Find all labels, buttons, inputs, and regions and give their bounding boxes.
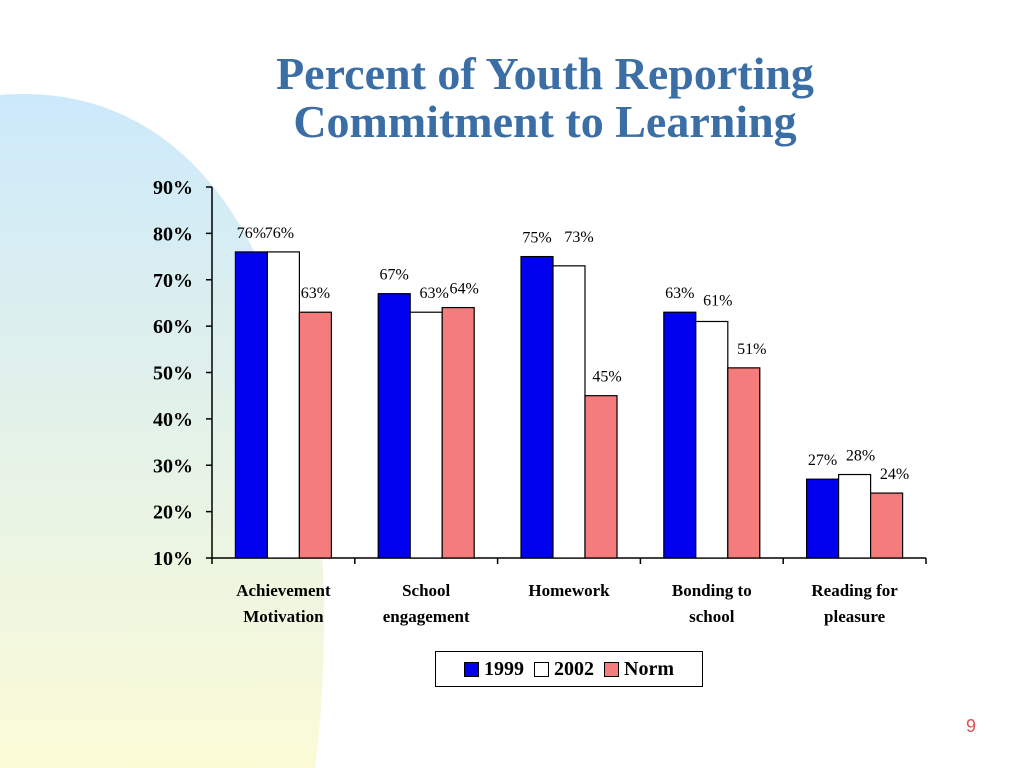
bar-2002 <box>695 320 729 559</box>
x-category-label: Reading for <box>811 581 898 600</box>
bar-norm <box>727 367 761 559</box>
legend-swatch-1999 <box>464 661 479 677</box>
bar-2002 <box>552 265 586 559</box>
data-label-1999: 63% <box>665 285 694 302</box>
x-category-label: school <box>689 607 735 626</box>
y-tick-label: 10% <box>153 548 193 570</box>
data-label-1999: 75% <box>522 230 551 247</box>
chart-legend: 1999 2002 Norm <box>435 651 703 687</box>
y-tick-label: 50% <box>153 363 193 385</box>
page-number: 9 <box>966 716 977 736</box>
y-tick-label: 20% <box>153 502 193 524</box>
data-label-2002: 73% <box>564 229 593 246</box>
y-tick-label: 90% <box>153 177 193 199</box>
legend-item-norm: Norm <box>604 658 674 681</box>
x-category-label: Homework <box>528 581 610 600</box>
x-category-label: Bonding to <box>672 581 752 600</box>
data-label-1999: 67% <box>380 267 409 284</box>
legend-swatch-2002 <box>534 661 549 677</box>
bar-2002 <box>409 311 443 559</box>
slide-title: Percent of Youth Reporting Commitment to… <box>160 50 930 146</box>
data-label-norm: 63% <box>301 285 330 302</box>
bar-1999 <box>234 251 268 559</box>
data-label-2002: 61% <box>703 292 732 309</box>
y-tick-label: 30% <box>153 455 193 477</box>
y-tick-label: 80% <box>153 223 193 245</box>
legend-swatch-norm <box>604 661 619 677</box>
y-tick-label: 70% <box>153 270 193 292</box>
x-category-label: School <box>402 581 450 600</box>
bar-norm <box>298 311 332 559</box>
legend-label-2002: 2002 <box>554 657 594 680</box>
data-label-2002: 76% <box>265 225 294 242</box>
x-category-label: Motivation <box>243 607 324 626</box>
data-label-1999: 76% <box>237 225 266 242</box>
bar-1999 <box>377 293 411 559</box>
x-category-label: engagement <box>383 607 470 626</box>
bar-norm <box>584 395 618 559</box>
data-label-norm: 51% <box>737 341 766 358</box>
data-label-norm: 64% <box>450 281 479 298</box>
y-tick-label: 40% <box>153 409 193 431</box>
bar-norm <box>441 306 475 559</box>
data-label-norm: 24% <box>880 466 909 483</box>
data-label-2002: 63% <box>420 285 449 302</box>
x-category-label: Achievement <box>236 581 331 600</box>
slide-title-line-1: Percent of Youth Reporting <box>276 48 814 99</box>
bar-1999 <box>663 311 697 559</box>
x-category-label: pleasure <box>824 607 886 626</box>
bar-2002 <box>837 473 872 559</box>
bar-1999 <box>520 255 554 559</box>
legend-label-norm: Norm <box>624 657 674 680</box>
bar-2002 <box>266 251 300 559</box>
y-tick-label: 60% <box>153 316 193 338</box>
legend-item-2002: 2002 <box>534 658 594 681</box>
data-label-2002: 28% <box>846 448 875 465</box>
legend-label-1999: 1999 <box>484 657 524 680</box>
data-label-norm: 45% <box>592 369 621 386</box>
slide-title-line-2: Commitment to Learning <box>293 96 797 147</box>
data-label-1999: 27% <box>808 452 837 469</box>
legend-item-1999: 1999 <box>464 658 524 681</box>
bar-1999 <box>805 478 840 559</box>
bar-norm <box>869 492 904 559</box>
